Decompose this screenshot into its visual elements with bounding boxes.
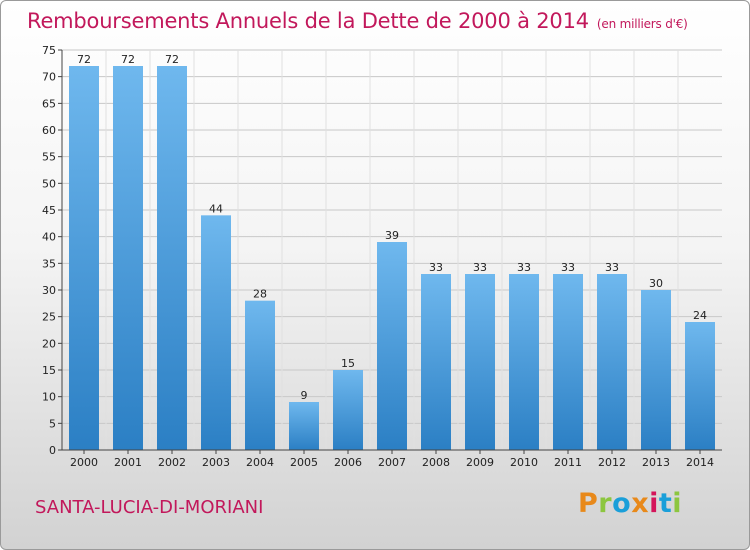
data-label: 33 xyxy=(605,261,619,274)
bar-2009 xyxy=(465,274,495,450)
logo-letter: r xyxy=(598,488,613,519)
y-tick-label: 65 xyxy=(42,97,56,110)
data-label: 33 xyxy=(473,261,487,274)
x-tick-label: 2007 xyxy=(378,456,406,469)
bar-2008 xyxy=(421,274,451,450)
x-tick-label: 2001 xyxy=(114,456,142,469)
data-label: 9 xyxy=(301,389,308,402)
bar-2005 xyxy=(289,402,319,450)
logo-letter: x xyxy=(631,488,650,519)
bar-2000 xyxy=(69,66,99,450)
x-tick-label: 2009 xyxy=(466,456,494,469)
bar-2006 xyxy=(333,370,363,450)
commune-name: SANTA-LUCIA-DI-MORIANI xyxy=(35,497,264,518)
data-label: 15 xyxy=(341,357,355,370)
labels: 72 2000 72 2001 72 2002 44 2003 28 2004 9 2005 15 200… xyxy=(70,53,714,469)
x-tick-label: 2000 xyxy=(70,456,98,469)
axes: 0 5 10 15 20 25 30 35 40 45 50 55 60 65 70 75 xyxy=(42,44,722,457)
y-tick-label: 25 xyxy=(42,311,56,324)
data-label: 33 xyxy=(429,261,443,274)
y-tick-label: 30 xyxy=(42,284,56,297)
x-tick-label: 2004 xyxy=(246,456,274,469)
x-tick-label: 2014 xyxy=(686,456,714,469)
y-tick-label: 70 xyxy=(42,71,56,84)
bar-2011 xyxy=(553,274,583,450)
y-tick-label: 60 xyxy=(42,124,56,137)
bar-2001 xyxy=(113,66,143,450)
data-label: 30 xyxy=(649,277,663,290)
y-tick-label: 5 xyxy=(49,417,56,430)
logo-letter: t xyxy=(658,488,673,519)
logo-letter: i xyxy=(672,488,683,519)
x-tick-label: 2005 xyxy=(290,456,318,469)
chart-title-text: Remboursements Annuels de la Dette de 20… xyxy=(27,9,589,33)
x-tick-label: 2010 xyxy=(510,456,538,469)
x-tick-label: 2002 xyxy=(158,456,186,469)
data-label: 72 xyxy=(165,53,179,66)
x-tick-label: 2003 xyxy=(202,456,230,469)
bar-2002 xyxy=(157,66,187,450)
chart-title: Remboursements Annuels de la Dette de 20… xyxy=(27,9,688,33)
data-label: 72 xyxy=(77,53,91,66)
y-tick-label: 55 xyxy=(42,151,56,164)
x-tick-label: 2008 xyxy=(422,456,450,469)
logo-letter: o xyxy=(612,488,632,519)
data-label: 72 xyxy=(121,53,135,66)
bar-2012 xyxy=(597,274,627,450)
x-tick-label: 2013 xyxy=(642,456,670,469)
y-tick-label: 20 xyxy=(42,337,56,350)
x-tick-label: 2006 xyxy=(334,456,362,469)
y-tick-label: 15 xyxy=(42,364,56,377)
logo-letter: P xyxy=(578,488,599,519)
x-tick-label: 2011 xyxy=(554,456,582,469)
data-label: 39 xyxy=(385,229,399,242)
x-tick-label: 2012 xyxy=(598,456,626,469)
y-tick-label: 10 xyxy=(42,391,56,404)
data-label: 28 xyxy=(253,288,267,301)
bar-2007 xyxy=(377,242,407,450)
data-label: 33 xyxy=(561,261,575,274)
y-tick-label: 40 xyxy=(42,231,56,244)
chart-subtitle: (en milliers d'€) xyxy=(596,17,688,31)
data-label: 24 xyxy=(693,309,707,322)
y-tick-label: 0 xyxy=(49,444,56,457)
bars xyxy=(69,66,715,450)
bar-2013 xyxy=(641,290,671,450)
y-tick-label: 35 xyxy=(42,257,56,270)
bar-2014 xyxy=(685,322,715,450)
logo-letter: i xyxy=(649,488,659,519)
proxiti-logo: Proxiti xyxy=(578,488,682,519)
data-label: 44 xyxy=(209,202,223,215)
y-tick-label: 75 xyxy=(42,44,56,57)
bar-2004 xyxy=(245,300,275,450)
bar-2010 xyxy=(509,274,539,450)
y-tick-label: 50 xyxy=(42,177,56,190)
bar-2003 xyxy=(201,215,231,450)
y-tick-label: 45 xyxy=(42,204,56,217)
data-label: 33 xyxy=(517,261,531,274)
